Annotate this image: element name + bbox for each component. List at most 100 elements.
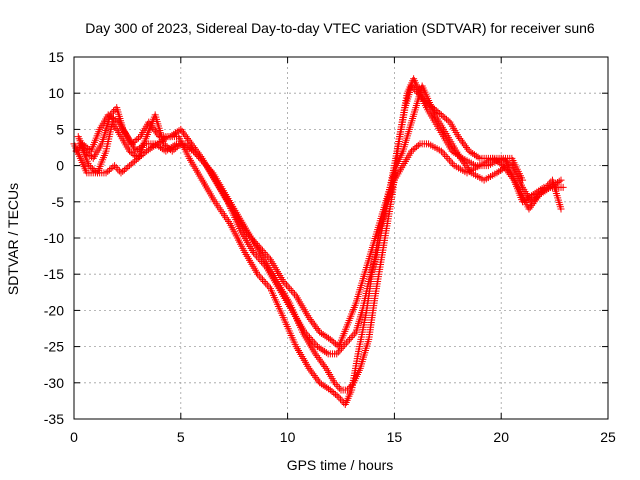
data-point xyxy=(179,129,187,137)
data-point xyxy=(335,384,343,392)
data-point xyxy=(262,250,270,258)
data-point xyxy=(411,144,419,152)
data-point xyxy=(308,317,316,325)
data-point xyxy=(160,140,168,148)
x-tick-label: 0 xyxy=(70,429,78,445)
data-point xyxy=(110,107,118,115)
x-tick-label: 10 xyxy=(280,429,296,445)
data-point xyxy=(190,147,198,155)
data-point xyxy=(246,232,254,240)
data-point xyxy=(126,147,134,155)
data-point xyxy=(557,205,565,213)
data-point xyxy=(177,125,185,133)
data-point xyxy=(436,109,444,117)
data-point xyxy=(347,334,355,342)
data-point xyxy=(460,140,468,148)
data-point xyxy=(250,238,258,246)
data-point xyxy=(559,183,567,191)
data-point xyxy=(107,164,115,172)
data-point xyxy=(328,387,336,395)
data-point xyxy=(108,113,116,121)
data-point xyxy=(545,180,553,188)
data-point xyxy=(181,131,189,139)
data-point xyxy=(128,140,136,148)
data-point xyxy=(319,381,327,389)
data-point xyxy=(153,141,161,149)
data-point xyxy=(291,290,299,298)
x-tick-label: 25 xyxy=(600,429,616,445)
data-point xyxy=(332,381,340,389)
data-point xyxy=(498,165,506,173)
data-point xyxy=(456,134,464,142)
data-point xyxy=(112,163,120,171)
data-point xyxy=(321,382,329,390)
data-point xyxy=(497,154,505,162)
y-tick-label: -35 xyxy=(44,411,64,427)
data-point xyxy=(454,133,462,141)
data-point xyxy=(323,333,331,341)
data-point xyxy=(412,87,420,95)
data-point xyxy=(111,162,119,170)
data-point xyxy=(542,183,550,191)
data-point xyxy=(338,397,346,405)
data-point xyxy=(474,153,482,161)
data-point xyxy=(113,117,121,125)
data-point xyxy=(498,160,506,168)
data-point xyxy=(335,393,343,401)
data-point xyxy=(122,164,130,172)
data-point xyxy=(309,319,317,327)
data-point xyxy=(104,111,112,119)
data-point xyxy=(472,152,480,160)
data-point xyxy=(191,149,199,157)
data-point xyxy=(503,158,511,166)
data-point xyxy=(555,177,563,185)
data-point xyxy=(257,274,265,282)
data-point xyxy=(465,147,473,155)
data-point xyxy=(259,247,267,255)
data-point xyxy=(193,151,201,159)
data-point xyxy=(249,236,257,244)
data-point xyxy=(331,379,339,387)
data-point xyxy=(163,143,171,151)
data-point xyxy=(199,158,207,166)
data-point xyxy=(462,144,470,151)
data-point xyxy=(161,141,169,149)
data-point xyxy=(151,127,159,135)
data-point xyxy=(437,111,445,119)
data-point xyxy=(407,147,415,155)
data-point xyxy=(254,241,262,249)
data-point xyxy=(168,147,176,155)
data-point xyxy=(534,192,542,200)
data-point xyxy=(314,343,322,351)
data-point xyxy=(85,162,93,170)
data-point xyxy=(458,156,466,164)
data-point xyxy=(306,315,314,323)
data-point xyxy=(182,133,190,141)
data-point xyxy=(259,276,267,284)
data-point xyxy=(348,381,356,389)
data-point xyxy=(322,349,330,357)
data-point xyxy=(536,191,544,199)
data-point xyxy=(170,146,178,154)
data-point xyxy=(529,200,537,208)
data-point xyxy=(334,382,342,390)
x-axis-label: GPS time / hours xyxy=(287,457,394,473)
data-point xyxy=(345,384,353,392)
data-point xyxy=(525,205,533,213)
y-tick-label: -25 xyxy=(44,339,64,355)
data-point xyxy=(439,149,447,157)
axis-ticks: 0 5 10 15 20 25 15 10 5 0 -5 -10 -15 -20 -25 -30 -35 xyxy=(44,49,616,445)
data-point xyxy=(464,145,472,153)
data-point xyxy=(457,136,465,144)
data-point xyxy=(242,229,250,237)
data-point xyxy=(346,335,354,343)
data-point xyxy=(439,112,447,120)
data-point xyxy=(315,355,323,363)
data-point xyxy=(316,328,324,336)
x-tick-label: 15 xyxy=(387,429,403,445)
y-tick-label: 0 xyxy=(56,158,64,174)
data-point xyxy=(166,133,174,141)
data-point xyxy=(158,145,166,153)
data-point xyxy=(185,142,193,150)
data-point xyxy=(458,138,466,146)
